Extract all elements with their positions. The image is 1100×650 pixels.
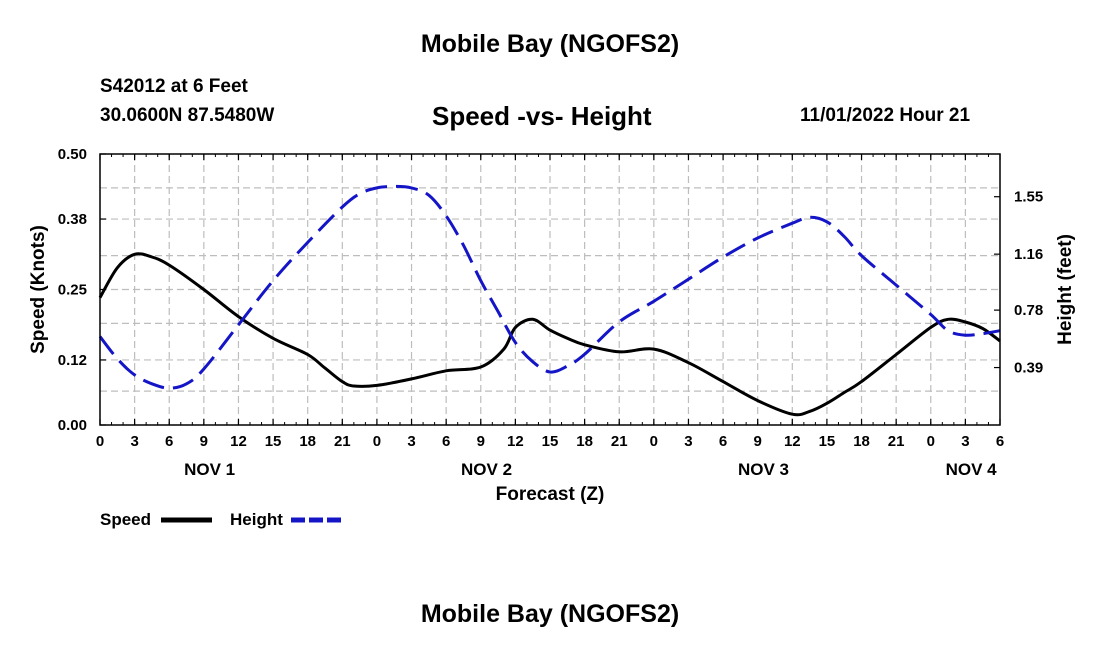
x-axis-label: Forecast (Z) bbox=[496, 484, 605, 505]
y-axis-label-left: Speed (Knots) bbox=[28, 225, 49, 354]
x-tick-label: 3 bbox=[130, 433, 138, 450]
y2-tick-label: 1.55 bbox=[1014, 189, 1043, 206]
y2-tick-label: 0.78 bbox=[1014, 302, 1043, 319]
legend-speed-label: Speed bbox=[100, 510, 151, 529]
x-tick-label: 0 bbox=[96, 433, 104, 450]
legend-height-label: Height bbox=[230, 510, 283, 529]
day-label: NOV 4 bbox=[946, 460, 998, 479]
plot-frame bbox=[99, 153, 1001, 426]
x-tick-label: 18 bbox=[853, 433, 870, 450]
x-tick-label: 9 bbox=[754, 433, 762, 450]
x-tick-label: 6 bbox=[719, 433, 727, 450]
x-tick-label: 15 bbox=[265, 433, 282, 450]
x-tick-label: 9 bbox=[200, 433, 208, 450]
x-tick-label: 9 bbox=[477, 433, 485, 450]
axis-labels: 0 3 6 9 12 15 18 21 0 3 6 9 12 15 18 21 0 3 6 9 12 15 18 21 0 3 6N… bbox=[58, 146, 1043, 479]
x-tick-label: 12 bbox=[230, 433, 247, 450]
series-lines bbox=[98, 184, 1001, 417]
x-tick-label: 0 bbox=[373, 433, 381, 450]
y-tick-label: 0.25 bbox=[58, 282, 87, 299]
x-tick-label: 3 bbox=[961, 433, 969, 450]
x-tick-label: 6 bbox=[996, 433, 1004, 450]
forecast-datetime: 11/01/2022 Hour 21 bbox=[800, 105, 971, 126]
x-tick-label: 12 bbox=[784, 433, 801, 450]
day-label: NOV 2 bbox=[461, 460, 512, 479]
y-tick-label: 0.12 bbox=[58, 352, 87, 369]
station-label: S42012 at 6 Feet bbox=[100, 76, 248, 97]
y2-tick-label: 1.16 bbox=[1014, 246, 1043, 263]
x-tick-label: 15 bbox=[819, 433, 836, 450]
x-tick-label: 21 bbox=[334, 433, 351, 450]
x-tick-label: 18 bbox=[299, 433, 316, 450]
y-tick-label: 0.00 bbox=[58, 417, 87, 434]
day-label: NOV 3 bbox=[738, 460, 789, 479]
legend: Speed Height bbox=[100, 510, 343, 529]
coordinates-label: 30.0600N 87.5480W bbox=[100, 105, 275, 126]
x-tick-label: 21 bbox=[611, 433, 628, 450]
x-tick-label: 0 bbox=[927, 433, 935, 450]
chart-title: Speed -vs- Height bbox=[432, 101, 652, 131]
x-tick-label: 12 bbox=[507, 433, 524, 450]
x-tick-label: 6 bbox=[442, 433, 450, 450]
x-tick-label: 0 bbox=[650, 433, 658, 450]
x-tick-label: 15 bbox=[542, 433, 559, 450]
x-tick-label: 21 bbox=[888, 433, 905, 450]
y-axis-label-right: Height (feet) bbox=[1055, 234, 1076, 345]
y-tick-label: 0.50 bbox=[58, 146, 87, 163]
y-tick-label: 0.38 bbox=[58, 211, 87, 228]
page-title: Mobile Bay (NGOFS2) bbox=[420, 30, 680, 58]
x-tick-label: 3 bbox=[684, 433, 692, 450]
series-line-height bbox=[98, 184, 1001, 390]
x-tick-label: 6 bbox=[165, 433, 173, 450]
grid-lines bbox=[100, 154, 1000, 425]
y2-tick-label: 0.39 bbox=[1014, 360, 1043, 377]
day-label: NOV 1 bbox=[184, 460, 235, 479]
footer-title: Mobile Bay (NGOFS2) bbox=[420, 600, 680, 628]
x-tick-label: 3 bbox=[407, 433, 415, 450]
x-tick-label: 18 bbox=[576, 433, 593, 450]
